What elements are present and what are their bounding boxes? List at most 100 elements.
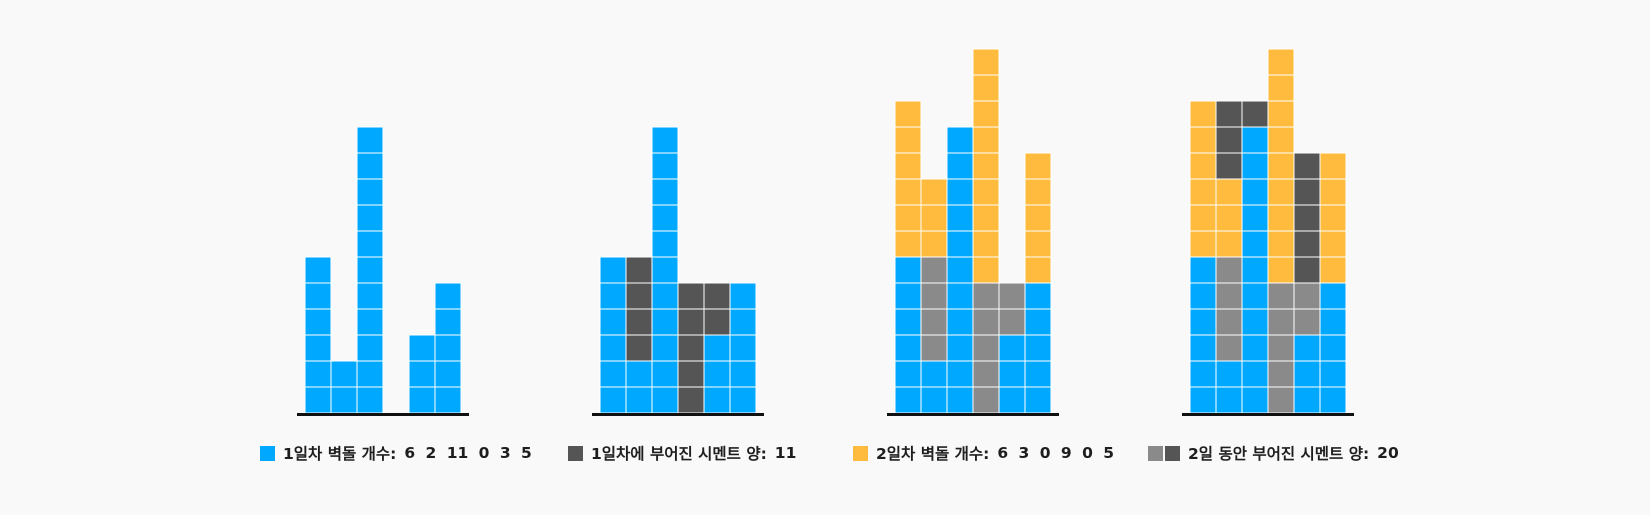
day1-cement-cell xyxy=(1293,152,1321,180)
legend-value: 6 3 0 9 0 5 xyxy=(997,444,1115,462)
day1-brick-cell xyxy=(651,386,679,414)
day1-brick-cell xyxy=(729,360,757,388)
day1-brick-cell xyxy=(304,360,332,388)
old-cement-cell xyxy=(972,360,1000,388)
day1-brick-cell xyxy=(894,282,922,310)
day1-brick-cell xyxy=(1319,360,1347,388)
day1-brick-cell xyxy=(651,308,679,336)
old-cement-cell xyxy=(920,282,948,310)
day1-brick-cell xyxy=(1319,386,1347,414)
day1-brick-cell xyxy=(1241,360,1269,388)
day1-brick-cell xyxy=(946,256,974,284)
day2-brick-cell xyxy=(1319,256,1347,284)
day1-brick-cell xyxy=(1189,308,1217,336)
day1-brick-cell xyxy=(625,360,653,388)
day1-brick-cell xyxy=(356,334,384,362)
day2-brick-cell xyxy=(1189,230,1217,258)
legend-swatch-day2-brick xyxy=(853,445,868,461)
day2-brick-cell xyxy=(1267,230,1295,258)
old-cement-cell xyxy=(1267,308,1295,336)
day1-brick-cell xyxy=(1241,334,1269,362)
day2-brick-cell xyxy=(972,48,1000,76)
day2-brick-cell xyxy=(1024,178,1052,206)
old-cement-cell xyxy=(1267,334,1295,362)
legend-swatch-old-cement xyxy=(1148,445,1163,461)
old-cement-cell xyxy=(1293,282,1321,310)
legend-label: 2일 동안 부어진 시멘트 양: xyxy=(1188,445,1370,463)
day1-brick-cell xyxy=(1241,308,1269,336)
day1-brick-cell xyxy=(408,334,436,362)
day1-brick-cell xyxy=(1189,282,1217,310)
day2-brick-cell xyxy=(1024,256,1052,284)
day1-brick-cell xyxy=(356,178,384,206)
day2-brick-cell xyxy=(1267,178,1295,206)
day2-brick-cell xyxy=(972,230,1000,258)
day1-brick-cell xyxy=(703,334,731,362)
day1-brick-cell xyxy=(434,308,462,336)
day1-brick-cell xyxy=(356,152,384,180)
day1-brick-cell xyxy=(998,334,1026,362)
day1-brick-cell xyxy=(599,308,627,336)
day1-brick-cell xyxy=(651,126,679,154)
old-cement-cell xyxy=(998,308,1026,336)
day1-brick-cell xyxy=(651,230,679,258)
legend-label: 1일차에 부어진 시멘트 양: xyxy=(591,445,767,463)
old-cement-cell xyxy=(1267,360,1295,388)
day1-brick-cell xyxy=(946,386,974,414)
day1-brick-cell xyxy=(1241,204,1269,232)
day1-cement-cell xyxy=(625,282,653,310)
day1-brick-cell xyxy=(1241,152,1269,180)
day2-brick-cell xyxy=(1024,230,1052,258)
legend-label: 2일차 벽돌 개수: xyxy=(876,445,990,463)
day2-brick-cell xyxy=(1024,152,1052,180)
day1-brick-cell xyxy=(408,360,436,388)
day2-brick-cell xyxy=(972,256,1000,284)
day2-brick-cell xyxy=(920,230,948,258)
day1-brick-cell xyxy=(434,282,462,310)
day1-brick-cell xyxy=(304,256,332,284)
day1-brick-cell xyxy=(599,360,627,388)
day1-cement-cell xyxy=(625,256,653,284)
old-cement-cell xyxy=(1215,334,1243,362)
old-cement-cell xyxy=(1215,256,1243,284)
day1-cement-cell xyxy=(1215,126,1243,154)
day1-cement-cell xyxy=(677,360,705,388)
day1-brick-cell xyxy=(946,334,974,362)
day1-brick-cell xyxy=(1189,386,1217,414)
day2-brick-cell xyxy=(1319,178,1347,206)
day1-brick-cell xyxy=(356,308,384,336)
day2-brick-cell xyxy=(972,74,1000,102)
day1-brick-cell xyxy=(1024,334,1052,362)
day1-brick-cell xyxy=(599,386,627,414)
day1-brick-cell xyxy=(1024,282,1052,310)
day1-brick-cell xyxy=(304,386,332,414)
panel-day2-cement xyxy=(1182,48,1354,416)
day1-cement-cell xyxy=(1293,178,1321,206)
day1-brick-cell xyxy=(304,334,332,362)
day1-brick-cell xyxy=(330,386,358,414)
day1-brick-cell xyxy=(1241,282,1269,310)
day1-cement-cell xyxy=(677,334,705,362)
day1-brick-cell xyxy=(625,386,653,414)
old-cement-cell xyxy=(972,282,1000,310)
day1-cement-cell xyxy=(1293,204,1321,232)
day1-cement-cell xyxy=(1241,100,1269,128)
day2-brick-cell xyxy=(1189,204,1217,232)
day1-brick-cell xyxy=(304,282,332,310)
day1-brick-cell xyxy=(651,360,679,388)
day1-brick-cell xyxy=(894,386,922,414)
day1-brick-cell xyxy=(1024,360,1052,388)
old-cement-cell xyxy=(920,256,948,284)
day2-brick-cell xyxy=(1189,100,1217,128)
day1-brick-cell xyxy=(920,360,948,388)
panel-day1-bricks xyxy=(297,126,469,416)
day1-brick-cell xyxy=(651,152,679,180)
day2-brick-cell xyxy=(894,126,922,154)
old-cement-cell xyxy=(972,334,1000,362)
panel-day2-bricks xyxy=(887,48,1059,416)
day2-brick-cell xyxy=(1215,204,1243,232)
day1-brick-cell xyxy=(599,256,627,284)
day1-brick-cell xyxy=(998,360,1026,388)
